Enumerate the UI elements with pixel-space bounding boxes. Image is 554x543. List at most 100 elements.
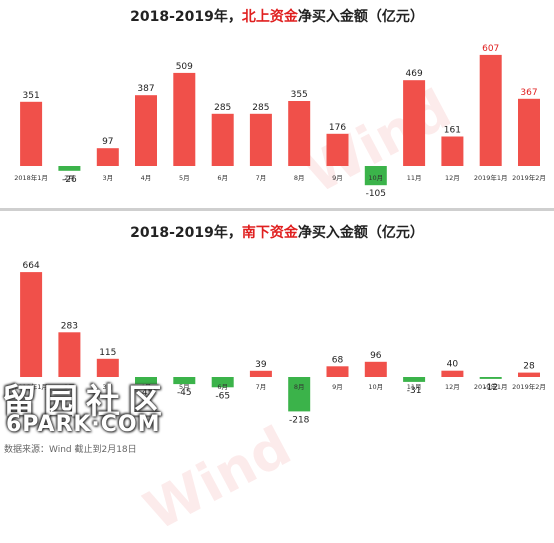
bar — [441, 370, 464, 377]
category-label: 10月 — [368, 383, 383, 391]
data-label: 115 — [99, 348, 116, 358]
category-label: 2月 — [64, 174, 75, 182]
data-label: 161 — [444, 126, 461, 136]
data-label: 39 — [255, 360, 267, 370]
category-label: 9月 — [332, 383, 343, 391]
category-label: 2018年1月 — [14, 173, 48, 182]
forum-watermark-chars: 留园社区 — [2, 382, 170, 422]
data-label: -45 — [177, 388, 192, 398]
category-label: 12月 — [445, 174, 460, 182]
bar — [96, 358, 119, 377]
category-label: 6月 — [217, 383, 228, 391]
bar — [20, 272, 43, 377]
chart-title-southbound: 2018-2019年，南下资金净买入金额（亿元） — [0, 222, 554, 242]
southbound-plot: 6642018年1月2832月1153月-454月-455月-656月397月-… — [14, 261, 546, 425]
data-label: 285 — [214, 103, 231, 113]
bar — [249, 370, 272, 377]
bar — [479, 377, 502, 379]
bar — [518, 98, 540, 166]
title-highlight: 北上资金 — [241, 9, 298, 25]
bar — [403, 80, 426, 166]
bar — [479, 54, 502, 166]
bar — [173, 377, 196, 385]
southbound-chart: 2018-2019年，南下资金净买入金额（亿元） Wind 664 2018年1月… — [0, 212, 554, 543]
category-label: 7月 — [256, 383, 267, 391]
bar — [249, 113, 272, 166]
category-label: 3月 — [102, 174, 113, 182]
data-label: 97 — [102, 137, 113, 147]
category-label: 3月 — [102, 383, 113, 391]
data-label: 509 — [176, 62, 193, 72]
northbound-chart: 2018-2019年，北上资金净买入金额（亿元） Wind 351 2018年1月… — [0, 0, 554, 208]
bar — [326, 133, 349, 166]
category-label: 11月 — [407, 174, 422, 182]
bar — [173, 72, 196, 166]
bar — [288, 101, 311, 166]
bar — [364, 166, 387, 186]
category-label: 2019年1月 — [474, 382, 508, 391]
data-label: 28 — [523, 362, 535, 372]
category-label: 2月 — [64, 383, 75, 391]
data-label: -105 — [366, 189, 386, 199]
title-suffix: 净买入金额（亿元） — [297, 9, 424, 25]
category-label: 10月 — [368, 174, 383, 182]
category-label: 2019年1月 — [474, 173, 508, 182]
category-label: 5月 — [179, 383, 190, 391]
title-highlight: 南下资金 — [241, 225, 298, 241]
category-label: 8月 — [294, 383, 305, 391]
data-label: -31 — [407, 386, 422, 396]
data-label: -12 — [483, 383, 498, 393]
category-label: 12月 — [445, 383, 460, 391]
category-label: 2019年2月 — [512, 173, 546, 182]
category-label: 2019年2月 — [512, 382, 546, 391]
data-label: 285 — [252, 103, 269, 113]
title-prefix: 2018-2019年， — [130, 225, 242, 241]
category-label: 9月 — [332, 174, 343, 182]
data-label: -26 — [62, 175, 77, 185]
category-label: 5月 — [179, 174, 190, 182]
category-label: 4月 — [141, 383, 152, 391]
data-label: 176 — [329, 123, 346, 133]
data-label: 664 — [23, 261, 40, 271]
bar — [403, 377, 426, 382]
data-label: -45 — [139, 388, 154, 398]
data-label: 40 — [447, 360, 459, 370]
panel-divider — [0, 208, 554, 211]
category-label: 2018年1月 — [14, 382, 48, 391]
bar — [96, 148, 119, 166]
bar — [135, 377, 157, 385]
category-label: 11月 — [407, 383, 422, 391]
bar — [20, 101, 43, 166]
chart-title-northbound: 2018-2019年，北上资金净买入金额（亿元） — [0, 6, 554, 26]
bar — [135, 95, 157, 166]
bar — [326, 366, 349, 377]
data-label: -65 — [215, 391, 230, 401]
title-suffix: 净买入金额（亿元） — [297, 225, 424, 241]
bar — [58, 332, 81, 377]
data-label: 351 — [23, 91, 40, 101]
data-label: 68 — [332, 355, 344, 365]
bar — [364, 361, 387, 377]
category-label: 8月 — [294, 174, 305, 182]
forum-watermark-url: 6PARK·COM — [6, 412, 161, 437]
bar — [518, 372, 540, 377]
bar — [58, 166, 81, 171]
data-label: 283 — [61, 321, 78, 331]
data-source-note: 数据来源：Wind 截止到2月18日 — [4, 445, 137, 455]
category-label: 4月 — [141, 174, 152, 182]
category-label: 7月 — [256, 174, 267, 182]
data-label: 607 — [482, 44, 499, 54]
data-label: 469 — [406, 69, 423, 79]
category-label: 6月 — [217, 174, 228, 182]
bar — [288, 377, 311, 412]
title-prefix: 2018-2019年， — [130, 9, 242, 25]
data-label: 387 — [137, 84, 154, 94]
data-label: 96 — [370, 351, 382, 361]
data-label: -218 — [289, 415, 310, 425]
data-label: 355 — [291, 90, 308, 100]
bar — [211, 113, 234, 166]
data-label: 367 — [520, 88, 537, 98]
bar — [441, 136, 464, 166]
bar — [211, 377, 234, 388]
